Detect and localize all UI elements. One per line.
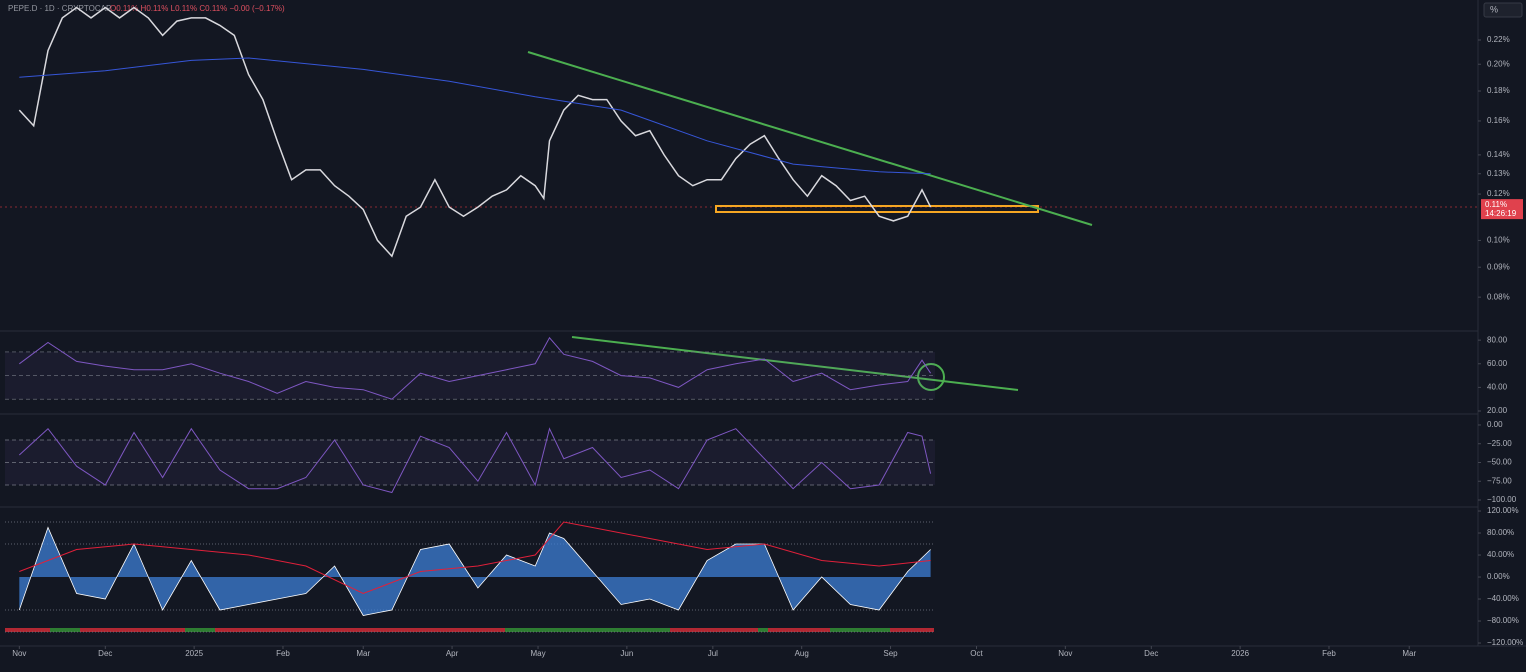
y-tick-label: −75.00 bbox=[1487, 476, 1512, 485]
trend-strip bbox=[5, 628, 934, 632]
y-tick-label: 0.09% bbox=[1487, 262, 1510, 271]
y-tick-label: 0.08% bbox=[1487, 292, 1510, 301]
x-tick-label: Mar bbox=[1402, 649, 1416, 658]
x-tick-label: Nov bbox=[1058, 649, 1072, 658]
line bbox=[19, 521, 931, 595]
area bbox=[19, 527, 931, 616]
last-price-box bbox=[1481, 199, 1523, 220]
y-tick-label: 40.00 bbox=[1487, 382, 1508, 391]
x-tick-label: Nov bbox=[12, 649, 26, 658]
x-tick-label: Apr bbox=[446, 649, 459, 658]
strip-segment bbox=[890, 628, 934, 632]
x-tick-label: Feb bbox=[1322, 649, 1336, 658]
strip-segment bbox=[670, 628, 758, 632]
y-tick-label: 80.00% bbox=[1487, 528, 1514, 537]
x-tick-label: Jun bbox=[620, 649, 633, 658]
x-tick-label: Mar bbox=[356, 649, 370, 658]
y-tick-label: 0.18% bbox=[1487, 86, 1510, 95]
y-tick-label: −80.00% bbox=[1487, 616, 1519, 625]
scale-button[interactable] bbox=[1483, 2, 1523, 18]
strip-segment bbox=[830, 628, 890, 632]
y-tick-label: −100.00 bbox=[1487, 495, 1517, 504]
y-tick-label: −40.00% bbox=[1487, 594, 1519, 603]
y-tick-label: 0.20% bbox=[1487, 59, 1510, 68]
x-tick-label: Aug bbox=[795, 649, 809, 658]
line bbox=[19, 57, 931, 175]
x-tick-label: 2025 bbox=[185, 649, 203, 658]
strip-segment bbox=[505, 628, 670, 632]
y-tick-label: 0.00% bbox=[1487, 572, 1510, 581]
y-tick-label: 120.00% bbox=[1487, 506, 1519, 515]
strip-segment bbox=[215, 628, 505, 632]
y-tick-label: 0.10% bbox=[1487, 236, 1510, 245]
y-tick-label: 20.00 bbox=[1487, 406, 1508, 415]
y-tick-label: 60.00 bbox=[1487, 359, 1508, 368]
y-tick-label: 0.12% bbox=[1487, 189, 1510, 198]
y-tick-label: 40.00% bbox=[1487, 550, 1514, 559]
x-tick-label: Jul bbox=[708, 649, 718, 658]
trend-line bbox=[527, 51, 1093, 226]
y-tick-label: −120.00% bbox=[1487, 638, 1523, 647]
scale-button-label[interactable]: % bbox=[1490, 4, 1498, 14]
x-tick-label: Dec bbox=[98, 649, 112, 658]
strip-segment bbox=[768, 628, 830, 632]
y-tick-label: 80.00 bbox=[1487, 335, 1508, 344]
line bbox=[18, 6, 932, 258]
strip-segment bbox=[758, 628, 768, 632]
strip-segment bbox=[50, 628, 80, 632]
line bbox=[19, 336, 932, 400]
x-tick-label: Dec bbox=[1144, 649, 1158, 658]
x-tick-label: Oct bbox=[970, 649, 983, 658]
last-price-label: 0.11% bbox=[1485, 200, 1507, 209]
y-tick-label: −50.00 bbox=[1487, 458, 1512, 467]
x-tick-label: 2026 bbox=[1231, 649, 1249, 658]
y-tick-label: 0.16% bbox=[1487, 116, 1510, 125]
strip-segment bbox=[5, 628, 50, 632]
x-tick-label: Sep bbox=[883, 649, 898, 658]
line bbox=[18, 427, 932, 494]
ohlc: O0.11% H0.11% L0.11% C0.11% −0.00 (−0.17… bbox=[110, 4, 285, 13]
x-tick-label: Feb bbox=[276, 649, 290, 658]
countdown: 14:26:19 bbox=[1485, 209, 1517, 218]
y-tick-label: −25.00 bbox=[1487, 439, 1512, 448]
symbol: PEPE.D · 1D · CRYPTOCAP bbox=[8, 4, 111, 13]
highlight-circle bbox=[917, 363, 945, 391]
y-tick-label: 0.14% bbox=[1487, 150, 1510, 159]
x-tick-label: May bbox=[530, 649, 545, 658]
area-edge bbox=[18, 526, 931, 616]
strip-segment bbox=[185, 628, 215, 632]
y-tick-label: 0.22% bbox=[1487, 35, 1510, 44]
strip-segment bbox=[80, 628, 185, 632]
y-tick-label: 0.00 bbox=[1487, 420, 1503, 429]
y-tick-label: 0.13% bbox=[1487, 169, 1510, 178]
